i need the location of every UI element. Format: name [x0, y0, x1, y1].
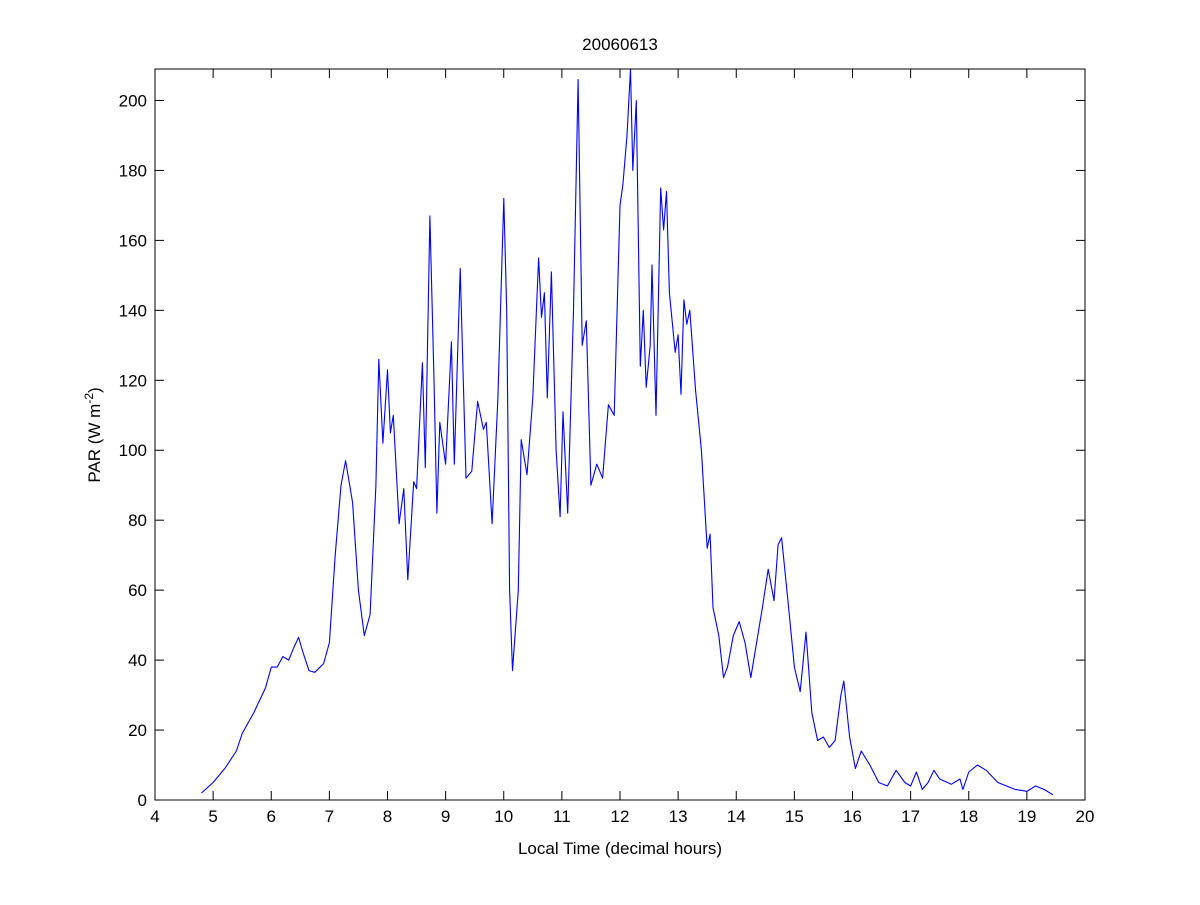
x-tick-label: 4 — [150, 807, 159, 826]
y-tick-label: 20 — [128, 721, 147, 740]
chart-title: 20060613 — [582, 35, 658, 54]
x-axis-label: Local Time (decimal hours) — [518, 839, 722, 858]
axes-background — [155, 69, 1085, 800]
axes-box — [154, 68, 1086, 801]
x-tick-label: 9 — [441, 807, 450, 826]
x-tick-label: 8 — [383, 807, 392, 826]
par-series-line — [201, 68, 1054, 796]
y-tick-label: 140 — [119, 301, 147, 320]
x-tick-label: 18 — [959, 807, 978, 826]
y-tick-label: 80 — [128, 511, 147, 530]
x-tick-label: 7 — [325, 807, 334, 826]
x-tick-label: 15 — [785, 807, 804, 826]
y-axis-label: PAR (W m-2) — [82, 387, 104, 482]
y-tick-label: 120 — [119, 371, 147, 390]
y-axis-label-main: PAR (W m — [85, 404, 104, 483]
x-tick-label: 19 — [1017, 807, 1036, 826]
x-tick-label: 20 — [1076, 807, 1095, 826]
x-tick-label: 12 — [611, 807, 630, 826]
x-tick-label: 5 — [208, 807, 217, 826]
x-tick-label: 16 — [843, 807, 862, 826]
x-tick-label: 10 — [494, 807, 513, 826]
y-axis-label-superscript: -2 — [82, 393, 96, 404]
x-tick-label: 17 — [901, 807, 920, 826]
y-tick-label: 200 — [119, 91, 147, 110]
y-axis-label-close: ) — [85, 387, 104, 393]
x-tick-label: 11 — [553, 807, 571, 826]
y-tick-label: 100 — [119, 441, 147, 460]
y-tick-label: 0 — [138, 791, 147, 810]
y-tick-label: 180 — [119, 161, 147, 180]
y-tick-label: 60 — [128, 581, 147, 600]
x-tick-label: 14 — [727, 807, 746, 826]
y-tick-label: 40 — [128, 651, 147, 670]
x-tick-label: 6 — [267, 807, 276, 826]
x-tick-label: 13 — [669, 807, 688, 826]
y-tick-label: 160 — [119, 231, 147, 250]
